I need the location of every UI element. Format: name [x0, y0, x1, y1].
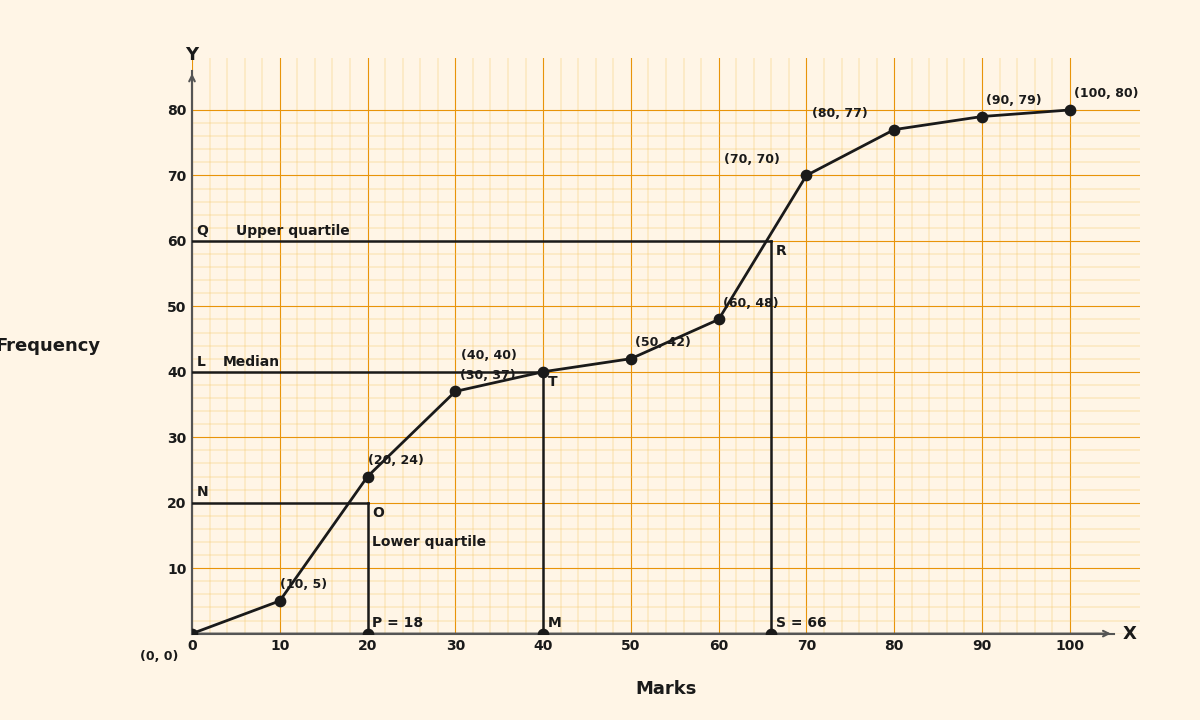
Point	[534, 628, 553, 639]
Point	[709, 314, 728, 325]
Text: (40, 40): (40, 40)	[461, 349, 517, 362]
Text: Marks: Marks	[635, 680, 697, 698]
Point	[445, 386, 464, 397]
Text: (70, 70): (70, 70)	[725, 153, 780, 166]
Point	[797, 170, 816, 181]
Text: (90, 79): (90, 79)	[986, 94, 1042, 107]
Text: Upper quartile: Upper quartile	[236, 224, 349, 238]
Text: Y: Y	[186, 46, 198, 64]
Text: Frequency: Frequency	[0, 336, 101, 354]
Point	[270, 595, 289, 607]
Text: Q: Q	[197, 224, 209, 238]
Point	[762, 628, 781, 639]
Text: Median: Median	[223, 354, 280, 369]
Point	[622, 353, 641, 364]
Point	[972, 111, 991, 122]
Point	[1060, 104, 1079, 116]
Text: X: X	[1122, 624, 1136, 642]
Text: (10, 5): (10, 5)	[280, 578, 326, 591]
Text: (60, 48): (60, 48)	[724, 297, 779, 310]
Text: T: T	[547, 375, 557, 389]
Text: O: O	[372, 506, 384, 520]
Text: L: L	[197, 354, 205, 369]
Text: M: M	[547, 616, 562, 630]
Text: (80, 77): (80, 77)	[812, 107, 868, 120]
Text: (0, 0): (0, 0)	[140, 650, 179, 663]
Text: (50, 42): (50, 42)	[635, 336, 691, 349]
Text: P = 18: P = 18	[372, 616, 424, 630]
Text: (100, 80): (100, 80)	[1074, 87, 1139, 100]
Point	[884, 124, 904, 135]
Text: N: N	[197, 485, 208, 500]
Point	[358, 471, 377, 482]
Text: Lower quartile: Lower quartile	[372, 536, 486, 549]
Text: S = 66: S = 66	[775, 616, 827, 630]
Text: (30, 37): (30, 37)	[460, 369, 515, 382]
Point	[358, 628, 377, 639]
Text: (20, 24): (20, 24)	[367, 454, 424, 467]
Text: R: R	[775, 244, 786, 258]
Point	[534, 366, 553, 377]
Point	[182, 628, 202, 639]
